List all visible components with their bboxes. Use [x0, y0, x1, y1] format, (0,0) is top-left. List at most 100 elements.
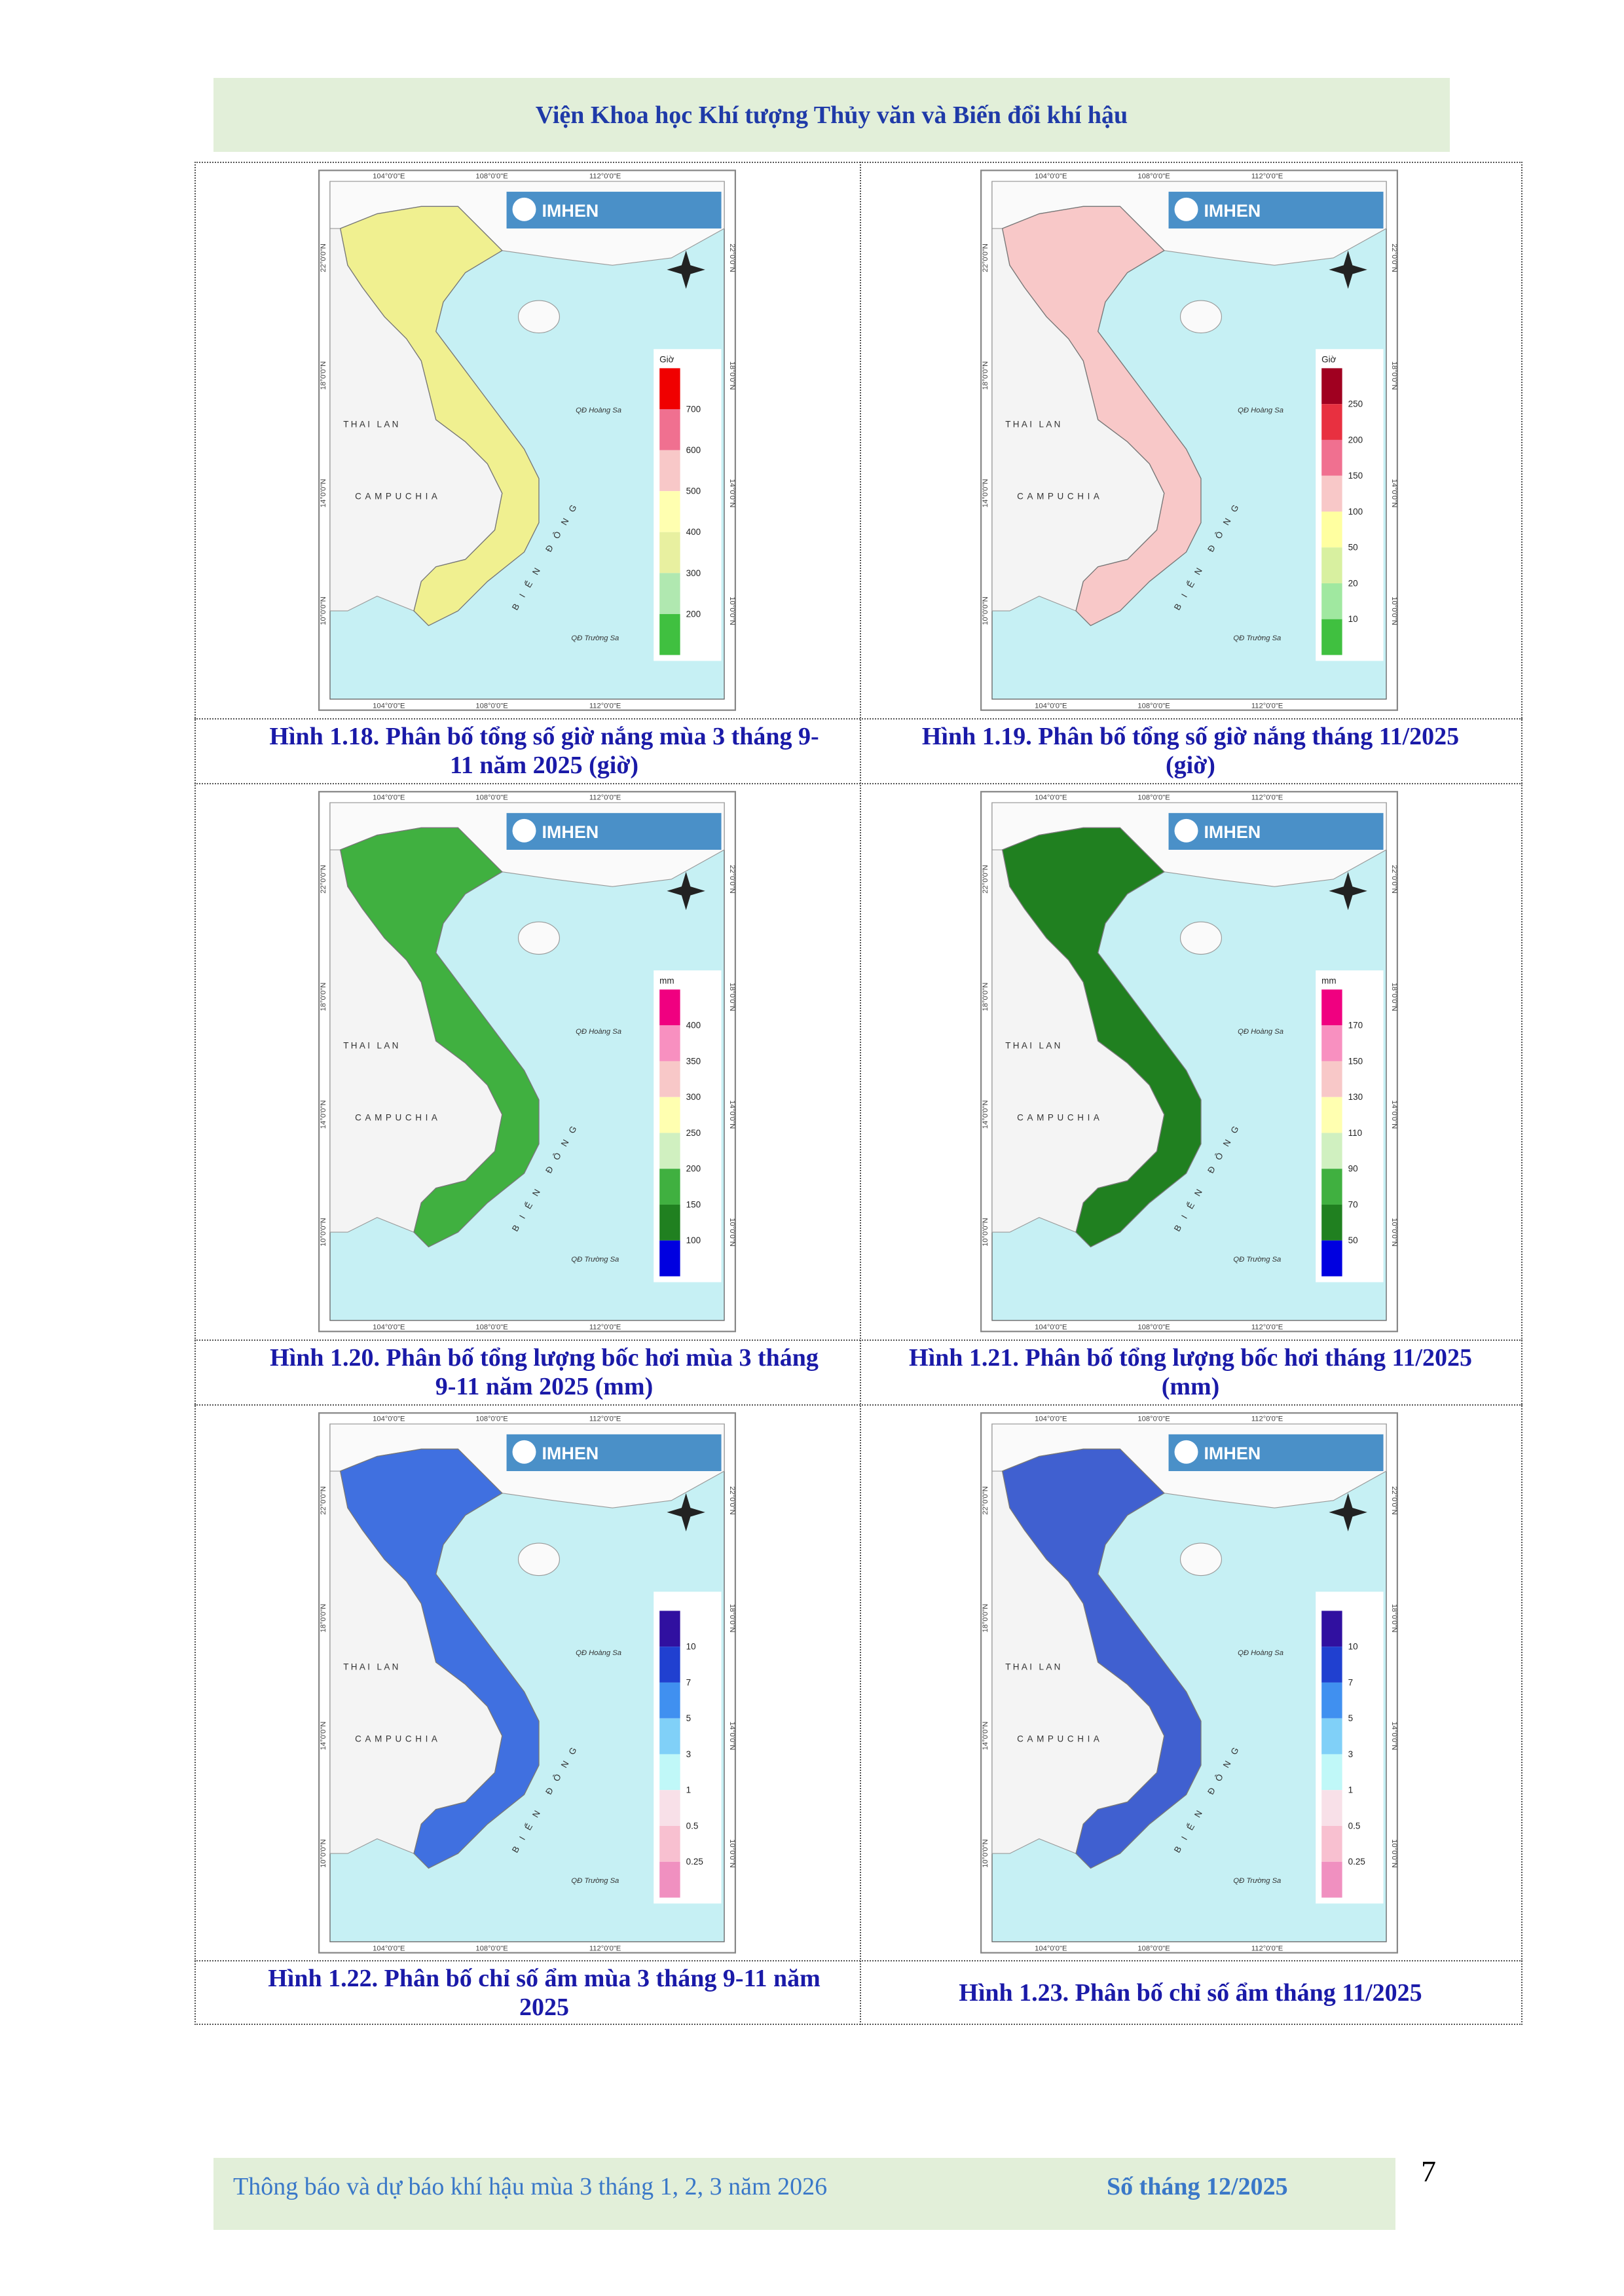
legend-label: 300: [686, 568, 701, 578]
lon-label: 112°0'0"E: [1251, 702, 1283, 710]
lat-label: 10°0'0"N: [728, 1218, 736, 1247]
legend-label: 90: [1348, 1164, 1358, 1174]
lon-label: 112°0'0"E: [1251, 1415, 1283, 1423]
lon-label: 112°0'0"E: [1251, 173, 1283, 181]
legend-swatch: [659, 1682, 680, 1719]
lat-label: 22°0'0"N: [982, 244, 989, 272]
legend-label: 10: [1348, 614, 1358, 624]
island-label: QĐ Trường Sa: [571, 634, 619, 642]
lat-label: 18°0'0"N: [1390, 1604, 1398, 1633]
legend-label: 1: [1348, 1785, 1354, 1795]
country-label: THAI LAN: [1005, 1040, 1063, 1050]
vietnam: [339, 206, 540, 627]
lon-label: 112°0'0"E: [589, 1944, 621, 1952]
logo-text: IMHEN: [542, 822, 599, 842]
legend-swatch: [659, 1133, 680, 1169]
legend-swatch: [1321, 1718, 1342, 1755]
lat-label: 14°0'0"N: [728, 1101, 736, 1129]
lat-label: 14°0'0"N: [1390, 1722, 1398, 1751]
country-label: CAMPUCHIA: [1017, 491, 1103, 501]
vietnam: [1001, 827, 1202, 1248]
legend-unit: Giờ: [659, 354, 674, 364]
compass: [667, 871, 705, 911]
legend-swatch: [1321, 1240, 1342, 1277]
lat-label: 10°0'0"N: [320, 1218, 327, 1247]
compass: [1329, 250, 1367, 289]
legend-swatch: [1321, 1133, 1342, 1169]
country-label: THAI LAN: [343, 419, 401, 429]
lon-label: 108°0'0"E: [475, 702, 507, 710]
lon-label: 108°0'0"E: [1137, 702, 1170, 710]
lon-label: 104°0'0"E: [1035, 173, 1067, 181]
island-label: QĐ Trường Sa: [571, 1256, 619, 1264]
lat-label: 18°0'0"N: [728, 1604, 736, 1633]
legend-label: 500: [686, 486, 701, 496]
figure-caption: Hình 1.21. Phân bố tổng lượng bốc hơi th…: [909, 1343, 1472, 1400]
legend-label: 700: [686, 404, 701, 414]
legend-swatch: [659, 1204, 680, 1241]
hainan: [1179, 921, 1222, 955]
lon-label: 112°0'0"E: [589, 1415, 621, 1423]
legend-label: 50: [1348, 1235, 1358, 1245]
lon-label: 104°0'0"E: [1035, 1944, 1067, 1952]
lat-label: 14°0'0"N: [320, 479, 327, 508]
legend-swatch: [659, 613, 680, 655]
lat-label: 22°0'0"N: [1390, 1486, 1398, 1515]
lat-label: 10°0'0"N: [728, 596, 736, 625]
legend-swatch: [659, 1061, 680, 1097]
lat-label: 10°0'0"N: [982, 1218, 989, 1247]
table-divider: [194, 783, 1522, 784]
lat-label: 10°0'0"N: [1390, 1218, 1398, 1247]
country-label: CAMPUCHIA: [1017, 1734, 1103, 1743]
compass: [667, 1493, 705, 1532]
legend-swatch: [1321, 547, 1342, 583]
legend-swatch: [659, 1025, 680, 1061]
country-label: CAMPUCHIA: [1017, 1112, 1103, 1122]
legend-label: 200: [686, 609, 701, 619]
lon-label: 108°0'0"E: [1137, 173, 1170, 181]
lon-label: 112°0'0"E: [589, 1323, 621, 1331]
legend-label: 3: [1348, 1749, 1354, 1759]
hainan: [517, 921, 560, 955]
legend-swatch: [659, 1240, 680, 1277]
legend-swatch: [1321, 1790, 1342, 1826]
country-label: CAMPUCHIA: [355, 491, 441, 501]
legend-label: 200: [1348, 435, 1363, 445]
lat-label: 14°0'0"N: [982, 1722, 989, 1751]
lat-label: 14°0'0"N: [728, 1722, 736, 1751]
legend-swatch: [659, 409, 680, 450]
country-label: THAI LAN: [343, 1040, 401, 1050]
lat-label: 18°0'0"N: [982, 1604, 989, 1633]
legend-label: 20: [1348, 578, 1358, 588]
lon-label: 112°0'0"E: [589, 173, 621, 181]
legend-swatch: [1321, 1825, 1342, 1862]
hainan: [517, 1542, 560, 1576]
legend-swatch: [1321, 1861, 1342, 1898]
legend-swatch: [1321, 1169, 1342, 1205]
lon-label: 104°0'0"E: [1035, 794, 1067, 802]
legend-swatch: [659, 1825, 680, 1862]
legend-label: 350: [686, 1056, 701, 1066]
lon-label: 108°0'0"E: [475, 1415, 507, 1423]
country-label: THAI LAN: [343, 1662, 401, 1671]
lat-label: 18°0'0"N: [1390, 983, 1398, 1011]
lat-label: 18°0'0"N: [728, 983, 736, 1011]
lon-label: 104°0'0"E: [373, 1415, 405, 1423]
island-label: QĐ Hoàng Sa: [1238, 407, 1283, 414]
legend-unit: Giờ: [1321, 354, 1336, 364]
lon-label: 104°0'0"E: [373, 1323, 405, 1331]
legend-unit: mm: [659, 975, 674, 985]
lat-label: 18°0'0"N: [320, 361, 327, 390]
lat-label: 10°0'0"N: [982, 1839, 989, 1868]
header-title: Viện Khoa học Khí tượng Thủy văn và Biến…: [535, 101, 1128, 129]
lat-label: 18°0'0"N: [982, 983, 989, 1011]
country-label: CAMPUCHIA: [355, 1112, 441, 1122]
logo-text: IMHEN: [1204, 822, 1261, 842]
hainan: [1179, 300, 1222, 334]
figure-caption: Hình 1.20. Phân bố tổng lượng bốc hơi mù…: [270, 1343, 819, 1400]
legend-label: 0.5: [1348, 1821, 1361, 1831]
legend-swatch: [659, 1169, 680, 1205]
legend-label: 50: [1348, 543, 1358, 553]
island-label: QĐ Trường Sa: [1233, 1256, 1281, 1264]
logo-icon: [512, 197, 536, 221]
